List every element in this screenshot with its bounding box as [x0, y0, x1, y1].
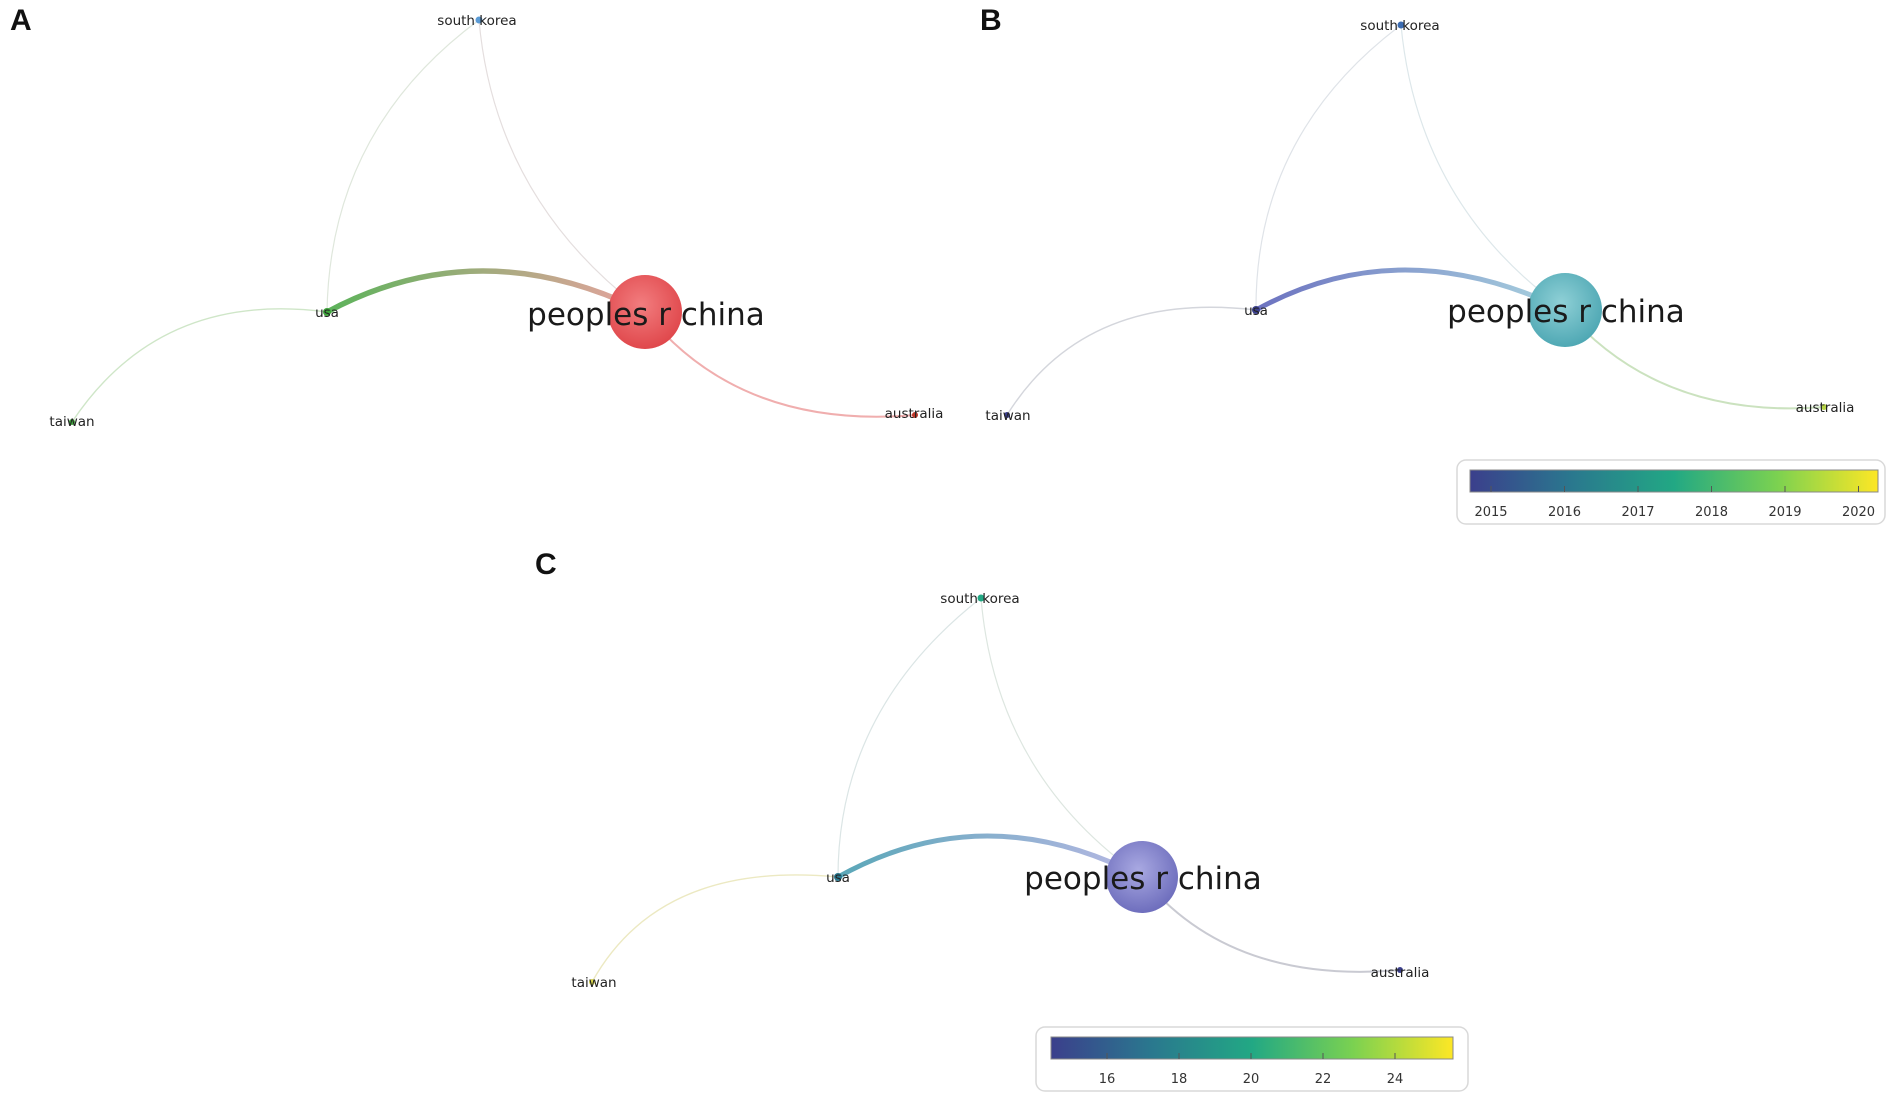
panel-c: C peoples r china usa south korea taiwan… [535, 548, 1469, 1092]
node-australia[interactable] [912, 412, 918, 418]
label-south-korea: south korea [940, 591, 1019, 607]
link-usa-taiwan [591, 874, 839, 983]
link-usa-china [836, 833, 1144, 880]
link-southkorea-usa [326, 19, 480, 313]
legend-b: 2015 2016 2017 2018 2019 2020 [1456, 459, 1886, 525]
label-australia: australia [885, 406, 944, 422]
label-taiwan: taiwan [571, 975, 616, 991]
panel-c-links [591, 597, 1401, 983]
legend-tick-label: 16 [1099, 1072, 1116, 1087]
node-australia[interactable] [1397, 967, 1403, 973]
link-china-australia [644, 311, 916, 418]
panel-a-nodes [69, 16, 918, 425]
link-usa-taiwan [71, 308, 328, 423]
node-usa[interactable] [834, 873, 842, 881]
legend-tick-label: 20 [1243, 1072, 1260, 1087]
legend-tick-label: 2019 [1768, 505, 1801, 520]
node-south-korea[interactable] [977, 594, 985, 602]
label-china: peoples r china [1024, 861, 1262, 897]
legend-c-ticks: 16 18 20 22 24 [1099, 1053, 1404, 1087]
node-usa[interactable] [1252, 306, 1260, 314]
legend-c-colorbar [1050, 1036, 1454, 1060]
node-south-korea[interactable] [1397, 21, 1405, 29]
panel-a-letter: A [10, 4, 32, 37]
node-usa[interactable] [323, 308, 331, 316]
label-taiwan: taiwan [49, 414, 94, 430]
legend-tick-label: 2016 [1548, 505, 1581, 520]
node-taiwan[interactable] [69, 419, 75, 425]
node-china[interactable] [1106, 841, 1178, 913]
link-usa-china [1254, 267, 1567, 313]
panel-b-links [1006, 24, 1825, 416]
link-southkorea-china [1400, 24, 1566, 311]
node-china[interactable] [1528, 273, 1602, 347]
panel-a-labels: peoples r china usa south korea taiwan a… [49, 13, 943, 430]
label-china: peoples r china [527, 297, 765, 333]
label-usa: usa [826, 870, 850, 886]
panel-c-labels: peoples r china usa south korea taiwan a… [571, 591, 1429, 991]
link-southkorea-usa [837, 597, 982, 878]
legend-tick-label: 24 [1387, 1072, 1404, 1087]
legend-c: 16 18 20 22 24 [1035, 1026, 1469, 1092]
node-australia[interactable] [1821, 404, 1827, 410]
link-southkorea-china [478, 19, 646, 313]
label-taiwan: taiwan [985, 408, 1030, 424]
node-taiwan[interactable] [589, 979, 595, 985]
link-southkorea-china [980, 597, 1143, 878]
legend-tick-label: 2015 [1474, 505, 1507, 520]
link-southkorea-usa [1255, 24, 1402, 311]
legend-tick-label: 2018 [1695, 505, 1728, 520]
legend-b-ticks: 2015 2016 2017 2018 2019 2020 [1474, 486, 1875, 520]
panel-b-nodes [1004, 21, 1827, 418]
panel-c-letter: C [535, 548, 557, 581]
node-china[interactable] [608, 275, 682, 349]
legend-tick-label: 2017 [1621, 505, 1654, 520]
label-australia: australia [1371, 965, 1430, 981]
panel-b-letter: B [980, 4, 1002, 37]
link-usa-china [325, 268, 647, 315]
panel-a: A peoples r china usa south korea taiwan… [10, 4, 943, 430]
legend-tick-label: 22 [1315, 1072, 1332, 1087]
legend-tick-label: 2020 [1842, 505, 1875, 520]
node-south-korea[interactable] [475, 16, 483, 24]
panel-c-nodes [589, 594, 1403, 985]
label-south-korea: south korea [1360, 18, 1439, 34]
legend-tick-label: 18 [1171, 1072, 1188, 1087]
legend-b-colorbar [1469, 469, 1879, 493]
label-south-korea: south korea [437, 13, 516, 29]
label-australia: australia [1796, 400, 1855, 416]
label-usa: usa [315, 305, 339, 321]
panel-a-links [71, 19, 916, 423]
label-usa: usa [1244, 303, 1268, 319]
node-taiwan[interactable] [1004, 412, 1010, 418]
panel-b-labels: peoples r china usa south korea taiwan a… [985, 18, 1854, 424]
panel-b: B peoples r china usa south korea taiwan… [980, 4, 1886, 525]
label-china: peoples r china [1447, 294, 1685, 330]
link-usa-taiwan [1006, 306, 1257, 416]
